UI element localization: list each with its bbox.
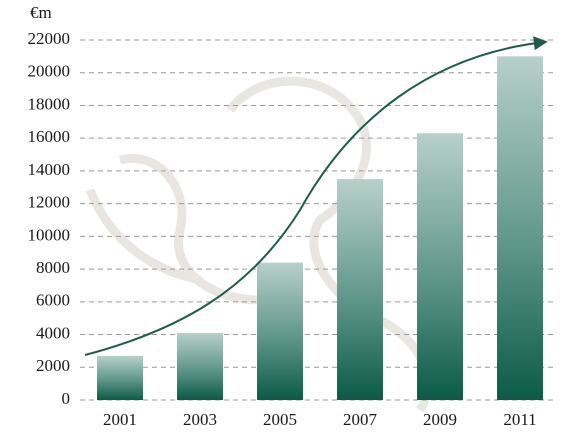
y-tick-label: 14000 [28,160,71,179]
bar [497,56,543,400]
y-tick-label: 0 [62,389,71,408]
bar [417,133,463,401]
bar [177,332,223,400]
y-tick-label: 18000 [28,94,71,113]
bar [337,179,383,400]
bar [97,355,143,400]
y-axis-label: €m [30,3,52,22]
y-tick-label: 22000 [28,29,71,48]
x-tick-label: 2001 [103,410,137,429]
trend-arrow [84,36,548,356]
y-tick-label: 16000 [28,127,71,146]
y-tick-label: 6000 [36,291,70,310]
x-tick-label: 2005 [263,410,297,429]
y-tick-label: 12000 [28,193,71,212]
x-tick-label: 2011 [503,410,536,429]
bar [257,262,303,400]
y-tick-label: 8000 [36,258,70,277]
y-tick-label: 10000 [28,225,71,244]
y-tick-label: 2000 [36,356,70,375]
y-tick-label: 4000 [36,323,70,342]
x-tick-label: 2009 [423,410,457,429]
x-tick-label: 2003 [183,410,217,429]
x-tick-label: 2007 [343,410,378,429]
watermark [85,76,433,413]
y-tick-label: 20000 [28,62,71,81]
